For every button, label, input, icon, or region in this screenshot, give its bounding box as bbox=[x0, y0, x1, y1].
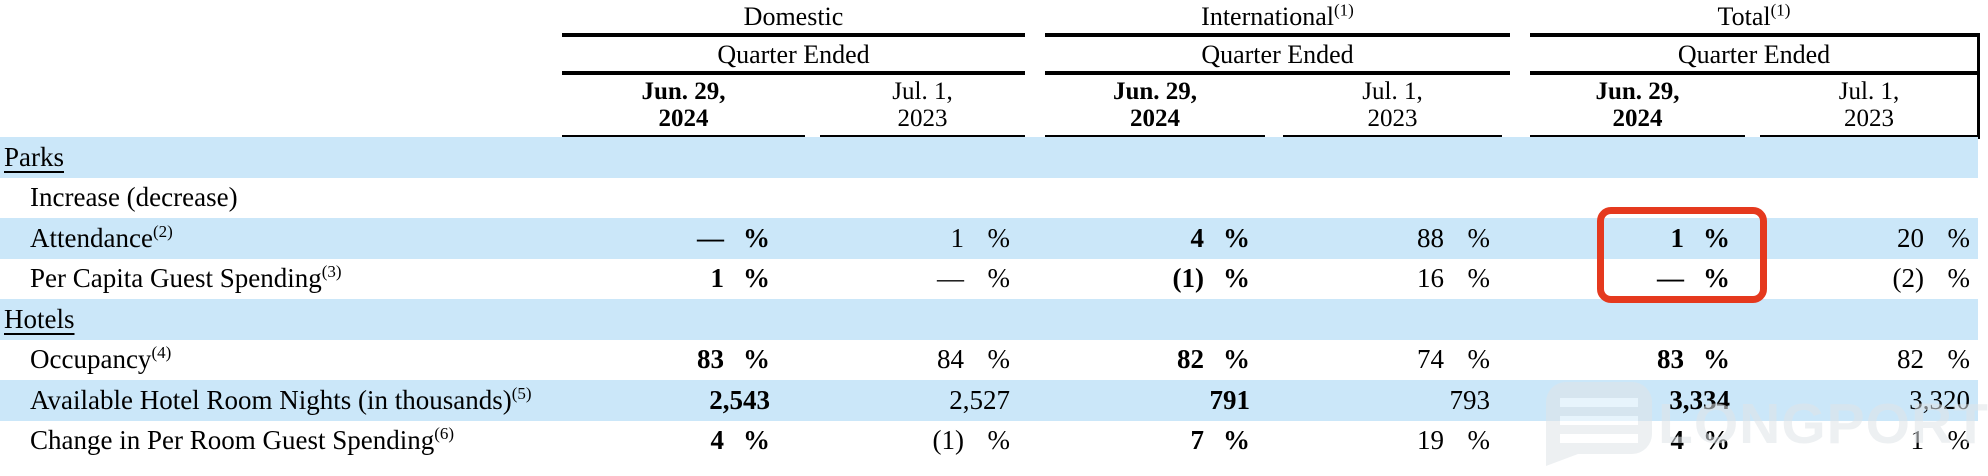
value-cell: 88% bbox=[1417, 222, 1490, 253]
value-cell: 3,320 bbox=[1909, 384, 1970, 415]
group-header-international: International(1) bbox=[1045, 0, 1510, 32]
value-cell: (1)% bbox=[932, 425, 1010, 456]
footnote-superscript: (1) bbox=[1770, 0, 1791, 20]
value-cell: 2,543 bbox=[709, 384, 770, 415]
header-rule bbox=[1045, 33, 1510, 37]
value-cell-highlighted: 1% bbox=[1670, 222, 1731, 253]
date-header-2024: Jun. 29, 2024 bbox=[1595, 78, 1680, 132]
value-cell: 16% bbox=[1417, 263, 1490, 294]
row-label: Increase (decrease) bbox=[30, 182, 238, 213]
value-cell: 791 bbox=[1209, 384, 1251, 415]
table-right-border bbox=[1977, 33, 1980, 139]
group-header-total: Total(1) bbox=[1530, 0, 1978, 32]
value-cell: 20% bbox=[1897, 222, 1970, 253]
table-row-occupancy: Occupancy(4) 83% 84% 82% 74% 83% 82% bbox=[0, 340, 1978, 381]
value-cell: 82% bbox=[1177, 344, 1250, 375]
header-rule bbox=[562, 33, 1025, 37]
table-row-parks: Parks bbox=[0, 137, 1978, 178]
value-cell: 82% bbox=[1897, 344, 1970, 375]
date-header-2023: Jul. 1, 2023 bbox=[1362, 78, 1423, 132]
table-row-available-hotel-room-nights: Available Hotel Room Nights (in thousand… bbox=[0, 380, 1978, 421]
value-cell: 83% bbox=[1657, 344, 1730, 375]
value-cell: 3,334 bbox=[1669, 384, 1730, 415]
row-label: Per Capita Guest Spending(3) bbox=[30, 262, 342, 294]
value-cell: 7% bbox=[1190, 425, 1251, 456]
value-cell: 793 bbox=[1449, 384, 1491, 415]
group-label: Total bbox=[1717, 2, 1771, 31]
row-label: Occupancy(4) bbox=[30, 343, 172, 375]
row-label: Attendance(2) bbox=[30, 221, 173, 253]
header-rule bbox=[562, 71, 1025, 75]
value-cell: 19% bbox=[1417, 425, 1490, 456]
value-cell: 1% bbox=[710, 263, 771, 294]
date-header-2023: Jul. 1, 2023 bbox=[1838, 78, 1900, 132]
date-header-2023: Jul. 1, 2023 bbox=[892, 78, 953, 132]
header-rule bbox=[1530, 33, 1978, 37]
value-cell: 1% bbox=[1910, 425, 1971, 456]
value-cell: 1% bbox=[950, 222, 1011, 253]
value-cell: 84% bbox=[937, 344, 1010, 375]
date-header-2024: Jun. 29, 2024 bbox=[641, 78, 726, 132]
quarter-ended-label: Quarter Ended bbox=[1677, 40, 1831, 69]
footnote-superscript: (1) bbox=[1334, 0, 1354, 20]
group-label: Domestic bbox=[743, 2, 844, 31]
footnote-superscript: (2) bbox=[152, 221, 173, 241]
table-row-change-per-room-guest-spending: Change in Per Room Guest Spending(6) 4% … bbox=[0, 421, 1978, 462]
footnote-superscript: (6) bbox=[434, 424, 455, 444]
table-row-hotels: Hotels bbox=[0, 299, 1978, 340]
section-label: Parks bbox=[4, 141, 64, 172]
section-label: Hotels bbox=[4, 303, 75, 334]
table-row-increase-decrease: Increase (decrease) bbox=[0, 178, 1978, 219]
group-label: International bbox=[1201, 2, 1334, 31]
group-header-domestic: Domestic bbox=[562, 2, 1025, 32]
value-cell: 4% bbox=[1670, 425, 1731, 456]
value-cell: 83% bbox=[697, 344, 770, 375]
row-label: Available Hotel Room Nights (in thousand… bbox=[30, 383, 532, 415]
value-cell: (2)% bbox=[1892, 263, 1970, 294]
quarter-ended-label: Quarter Ended bbox=[1201, 40, 1354, 69]
value-cell: 74% bbox=[1417, 344, 1490, 375]
footnote-superscript: (3) bbox=[321, 262, 342, 282]
value-cell: 4% bbox=[710, 425, 771, 456]
header-rule bbox=[1530, 71, 1978, 75]
footnote-superscript: (5) bbox=[511, 383, 532, 403]
quarter-ended-label: Quarter Ended bbox=[717, 40, 870, 69]
row-label: Change in Per Room Guest Spending(6) bbox=[30, 424, 455, 456]
value-cell: 2,527 bbox=[949, 384, 1010, 415]
table-body: Parks Increase (decrease) Attendance(2) … bbox=[0, 137, 1978, 461]
value-cell-highlighted: —% bbox=[1657, 263, 1730, 294]
value-cell: 4% bbox=[1190, 222, 1251, 253]
highlight-annotation-box bbox=[1597, 207, 1767, 303]
value-cell: —% bbox=[697, 222, 770, 253]
table-row-attendance: Attendance(2) —% 1% 4% 88% 1% 20% bbox=[0, 218, 1978, 259]
table-row-per-capita-guest-spending: Per Capita Guest Spending(3) 1% —% (1)% … bbox=[0, 259, 1978, 300]
value-cell: —% bbox=[937, 263, 1010, 294]
footnote-superscript: (4) bbox=[151, 343, 172, 363]
date-header-2024: Jun. 29, 2024 bbox=[1112, 78, 1198, 132]
header-rule bbox=[1045, 71, 1510, 75]
value-cell: (1)% bbox=[1172, 263, 1250, 294]
